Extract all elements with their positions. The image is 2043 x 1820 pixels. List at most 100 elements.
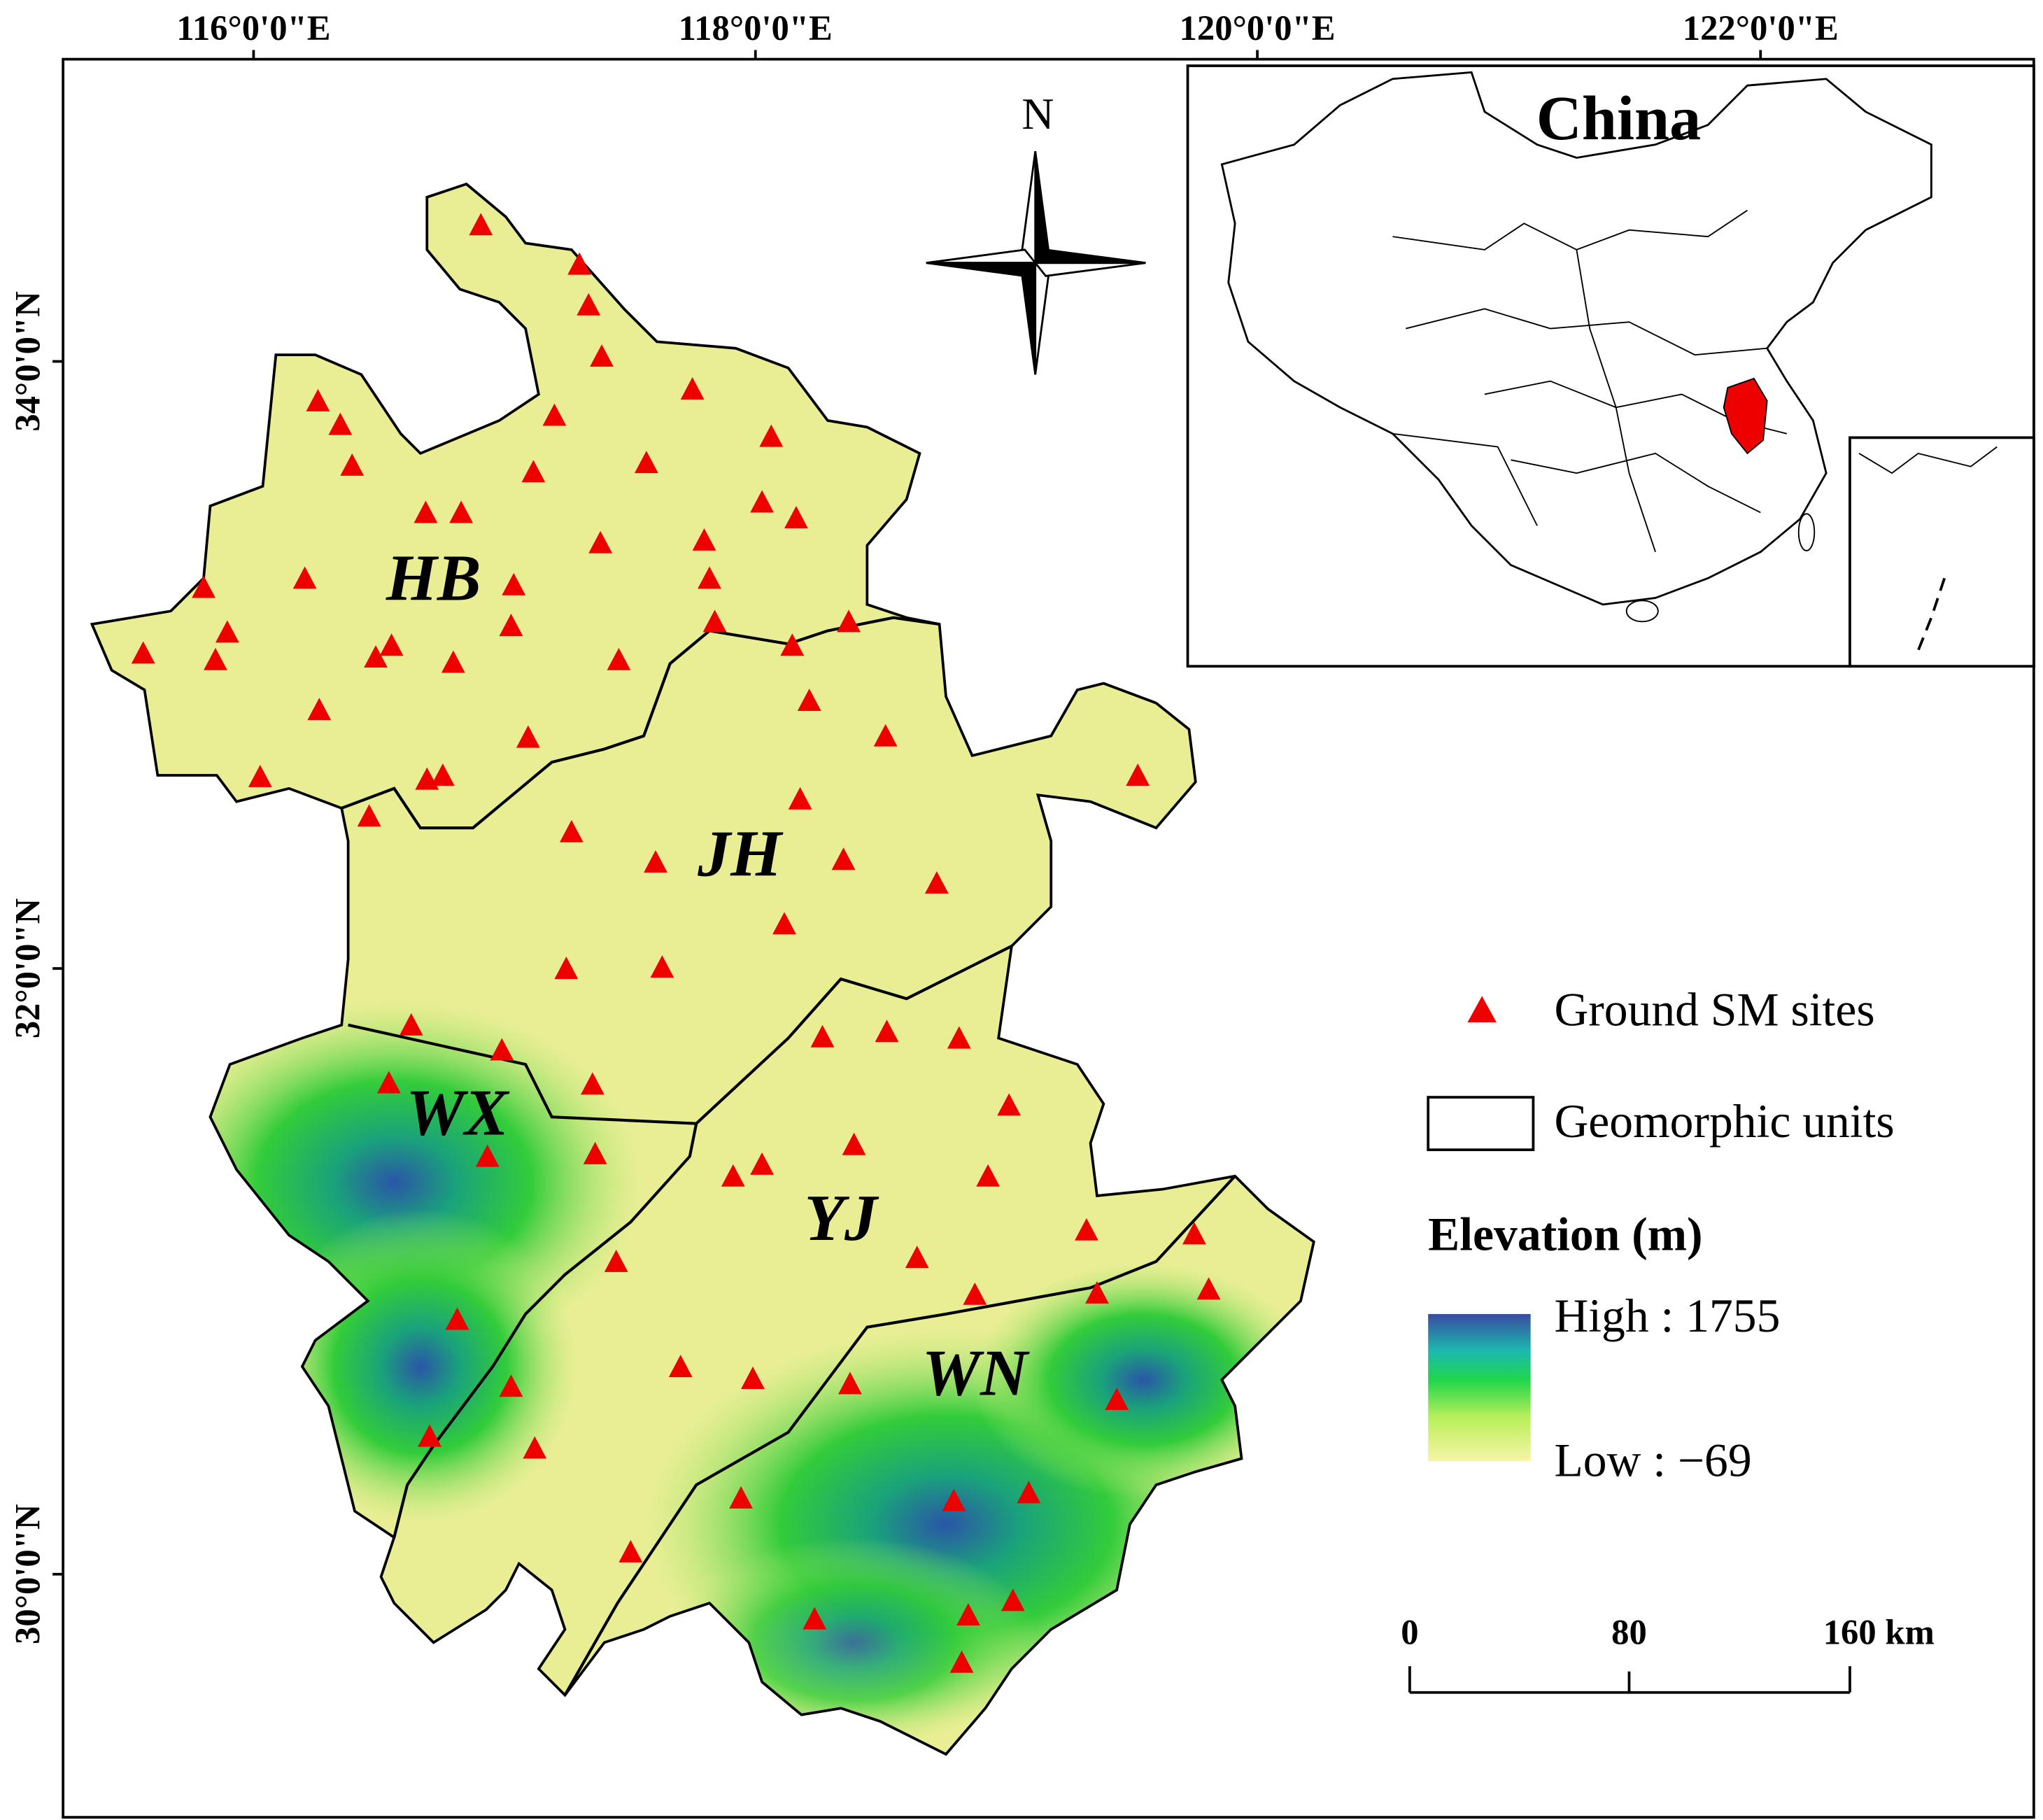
site-marker (583, 1141, 607, 1164)
site-marker (1085, 1281, 1109, 1304)
site-marker (680, 377, 705, 400)
site-marker (759, 424, 784, 447)
site-marker (1126, 763, 1150, 786)
site-marker (523, 1436, 547, 1459)
site-marker (469, 213, 493, 236)
site-marker (905, 1246, 929, 1269)
site-marker (1001, 1588, 1025, 1611)
site-marker (698, 566, 721, 589)
scale-label: 160 km (1823, 1613, 1935, 1652)
site-marker (292, 566, 317, 589)
site-marker (692, 528, 716, 551)
site-marker (875, 1020, 899, 1043)
legend-low: Low : −69 (1554, 1434, 1751, 1486)
site-marker (449, 500, 474, 523)
region-label: WX (406, 1077, 509, 1150)
region-label: YJ (805, 1182, 879, 1255)
site-marker (567, 252, 592, 275)
site-marker (750, 490, 775, 513)
site-marker (1075, 1218, 1098, 1241)
site-marker (192, 575, 215, 598)
map-frame (62, 57, 2035, 1819)
site-marker (644, 850, 667, 873)
site-marker (668, 1355, 693, 1378)
site-marker (604, 1249, 628, 1272)
site-marker (475, 1144, 500, 1167)
site-marker (499, 1374, 523, 1397)
site-marker (559, 819, 584, 842)
site-marker (204, 647, 227, 670)
site-marker (588, 530, 613, 553)
site-marker (441, 650, 465, 673)
region-label: JH (697, 818, 784, 891)
site-marker (838, 1371, 862, 1395)
site-marker (634, 451, 658, 474)
site-marker (837, 609, 861, 633)
x-tick-label: 122°0'0"E (1683, 8, 1839, 48)
site-marker (502, 572, 526, 595)
site-marker (831, 847, 856, 870)
legend-sites: Ground SM sites (1554, 983, 1874, 1036)
site-marker (340, 453, 365, 476)
x-tick-label: 120°0'0"E (1180, 8, 1336, 48)
site-marker (590, 344, 614, 367)
legend-units: Geomorphic units (1554, 1095, 1894, 1148)
site-marker (307, 698, 332, 721)
inset-title: China (1536, 84, 1701, 153)
site-marker (542, 403, 567, 426)
x-tick-label: 118°0'0"E (679, 8, 833, 48)
site-marker (445, 1307, 469, 1330)
site-marker (772, 912, 796, 935)
site-marker (418, 1424, 441, 1447)
site-marker (248, 765, 272, 787)
x-tick-label: 116°0'0"E (176, 8, 330, 48)
site-marker (618, 1539, 643, 1562)
site-marker (1182, 1222, 1206, 1245)
site-marker (399, 1013, 423, 1036)
site-marker (702, 609, 727, 633)
site-marker (741, 1367, 765, 1389)
site-marker (490, 1038, 514, 1061)
site-marker (521, 460, 546, 483)
site-marker (357, 804, 381, 827)
site-marker (750, 1152, 775, 1175)
y-tick-label: 30°0'0"N (8, 1504, 48, 1644)
site-marker (797, 689, 821, 712)
site-marker (364, 645, 388, 668)
site-marker (376, 1071, 401, 1094)
scale-label: 80 (1611, 1613, 1647, 1652)
site-marker (976, 1164, 1001, 1187)
site-marker (956, 1603, 980, 1625)
site-marker (413, 500, 438, 523)
y-tick-label: 34°0'0"N (8, 291, 48, 431)
site-marker (942, 1488, 966, 1511)
site-marker (131, 641, 155, 664)
site-marker (963, 1282, 987, 1305)
y-tick-label: 32°0'0"N (8, 898, 48, 1038)
anhui-elevation (90, 183, 1315, 1756)
scale-label: 0 (1401, 1613, 1418, 1652)
site-marker (949, 1650, 974, 1673)
site-marker (947, 1026, 971, 1049)
site-marker (788, 786, 812, 810)
site-marker (842, 1132, 866, 1155)
legend-high: High : 1755 (1554, 1290, 1780, 1342)
site-marker (379, 633, 404, 656)
region-label: HB (386, 542, 481, 614)
site-marker (1017, 1481, 1041, 1504)
site-marker (328, 412, 353, 435)
scale-bar (1408, 1666, 1851, 1694)
legend-elevation-title: Elevation (m) (1428, 1208, 1702, 1260)
site-marker (997, 1093, 1022, 1116)
site-marker (580, 1072, 605, 1095)
site-marker (721, 1164, 745, 1187)
site-markers (131, 213, 1221, 1673)
site-marker (607, 647, 631, 670)
region-label: WN (922, 1336, 1030, 1409)
site-marker (516, 725, 540, 748)
site-marker (1105, 1388, 1129, 1411)
site-marker (306, 388, 330, 411)
site-marker (650, 955, 674, 978)
legend: Ground SM sites Geomorphic units Elevati… (1427, 983, 1895, 1486)
